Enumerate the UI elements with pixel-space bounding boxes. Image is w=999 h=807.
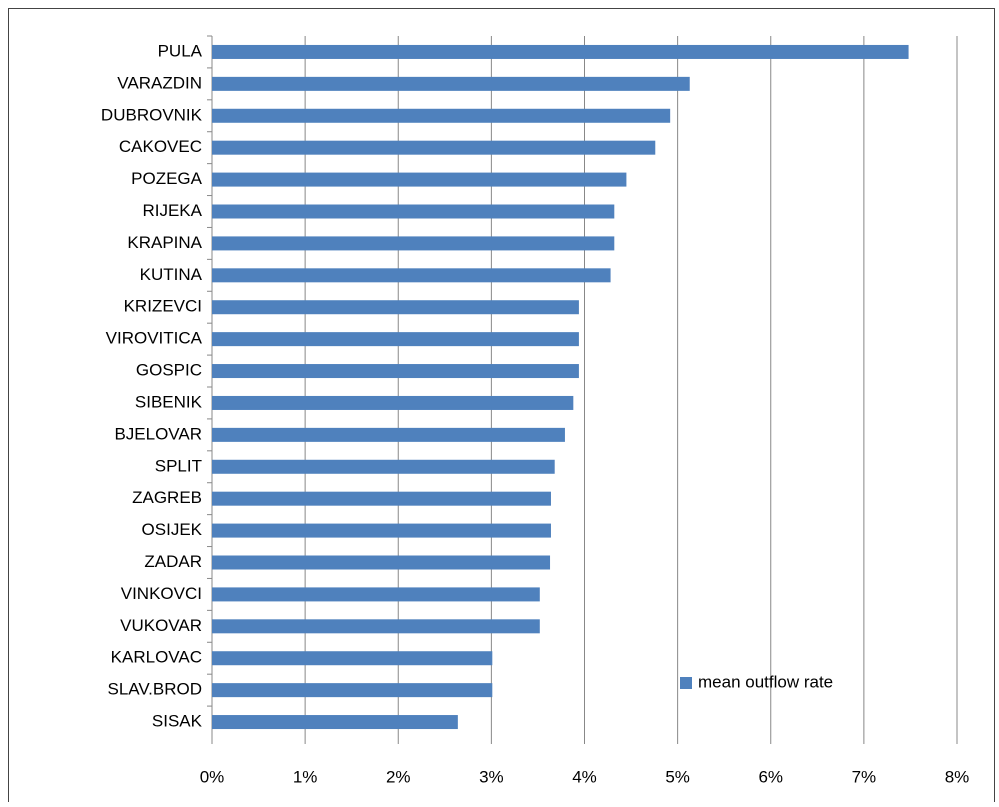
y-tick-label: SPLIT [155, 456, 202, 475]
bar [212, 683, 493, 698]
x-tick-label: 3% [479, 767, 504, 786]
x-tick-label: 1% [293, 767, 318, 786]
bar [212, 651, 493, 666]
bar [212, 715, 458, 730]
bar [212, 268, 611, 283]
y-tick-label: ZAGREB [132, 488, 202, 507]
bar [212, 364, 579, 379]
x-tick-label: 5% [665, 767, 690, 786]
bar [212, 236, 615, 251]
y-tick-label: POZEGA [131, 169, 203, 188]
legend-swatch [680, 677, 692, 689]
x-tick-label: 8% [945, 767, 970, 786]
y-tick-label: PULA [158, 41, 203, 60]
y-tick-label: RIJEKA [142, 201, 202, 220]
bar [212, 332, 579, 347]
y-tick-label: SISAK [152, 712, 203, 731]
bar [212, 44, 909, 59]
y-tick-label: SLAV.BROD [108, 680, 203, 699]
bar [212, 459, 555, 474]
y-tick-label: SIBENIK [135, 392, 203, 411]
bar [212, 172, 627, 187]
y-tick-label: KARLOVAC [111, 648, 202, 667]
y-tick-label: DUBROVNIK [101, 105, 203, 124]
bar [212, 300, 579, 315]
y-tick-label: ZADAR [144, 552, 202, 571]
y-tick-label: GOSPIC [136, 361, 202, 380]
y-tick-label: BJELOVAR [114, 424, 202, 443]
bar [212, 395, 574, 410]
bar [212, 619, 540, 634]
y-tick-label: KUTINA [140, 265, 203, 284]
x-tick-label: 7% [852, 767, 877, 786]
x-tick-label: 2% [386, 767, 411, 786]
bar [212, 204, 615, 219]
y-tick-label: KRAPINA [127, 233, 202, 252]
bar [212, 523, 551, 538]
bar [212, 76, 690, 91]
bar [212, 108, 671, 123]
bar [212, 555, 551, 570]
y-tick-label: KRIZEVCI [124, 297, 202, 316]
x-tick-label: 4% [572, 767, 597, 786]
legend-label: mean outflow rate [698, 672, 833, 691]
bar [212, 427, 565, 442]
bar [212, 140, 656, 155]
y-tick-label: VUKOVAR [120, 616, 202, 635]
y-tick-label: CAKOVEC [119, 137, 202, 156]
x-tick-label: 6% [758, 767, 783, 786]
y-tick-label: VARAZDIN [117, 73, 202, 92]
bar [212, 491, 551, 506]
bar [212, 587, 540, 602]
y-tick-label: VINKOVCI [121, 584, 202, 603]
y-tick-label: VIROVITICA [106, 329, 203, 348]
y-tick-label: OSIJEK [142, 520, 203, 539]
x-tick-label: 0% [200, 767, 225, 786]
